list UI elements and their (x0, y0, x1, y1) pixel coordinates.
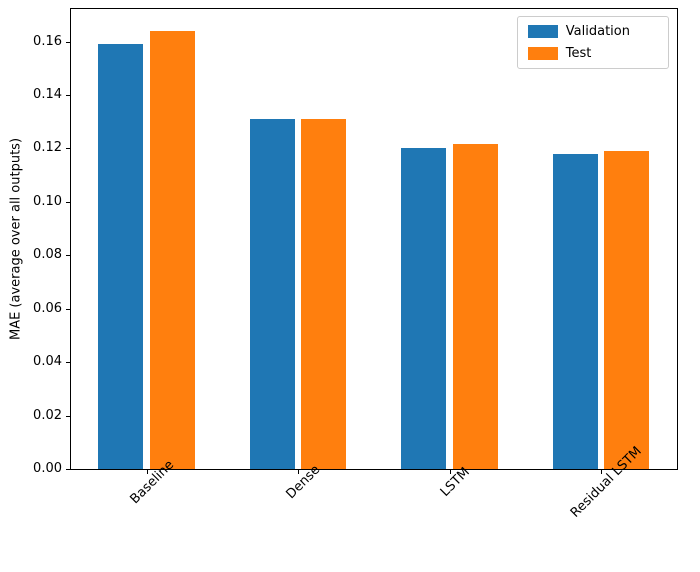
x-tick-mark (601, 470, 602, 474)
y-tick-label: 0.16 (33, 34, 62, 49)
bar-validation-residual-lstm (553, 154, 598, 469)
y-tick-label: 0.10 (33, 194, 62, 209)
y-tick-label: 0.08 (33, 247, 62, 262)
bar-test-baseline (150, 31, 195, 469)
y-tick-label: 0.04 (33, 354, 62, 369)
y-tick-label: 0.06 (33, 301, 62, 316)
legend-label: Test (565, 46, 592, 61)
legend-swatch-validation (527, 25, 558, 38)
plot-area: Validation Test (70, 8, 678, 470)
y-tick-mark (66, 416, 70, 417)
y-tick-label: 0.12 (33, 140, 62, 155)
y-tick-mark (66, 42, 70, 43)
bar-test-lstm (453, 144, 498, 469)
y-tick-mark (66, 148, 70, 149)
bar-test-residual-lstm (604, 151, 649, 469)
bar-validation-lstm (401, 148, 446, 469)
y-tick-mark (66, 202, 70, 203)
legend-label: Validation (565, 24, 630, 39)
y-tick-label: 0.00 (33, 461, 62, 476)
legend: Validation Test (516, 16, 669, 69)
y-tick-mark (66, 309, 70, 310)
legend-swatch-test (527, 47, 558, 60)
bar-validation-dense (250, 119, 295, 469)
legend-entry: Validation (527, 24, 658, 39)
y-tick-mark (66, 469, 70, 470)
y-tick-mark (66, 95, 70, 96)
bar-test-dense (301, 119, 346, 469)
x-tick-mark (450, 470, 451, 474)
legend-entry: Test (527, 46, 658, 61)
y-tick-label: 0.02 (33, 408, 62, 423)
y-tick-mark (66, 255, 70, 256)
x-tick-mark (298, 470, 299, 474)
y-tick-mark (66, 362, 70, 363)
y-tick-label: 0.14 (33, 87, 62, 102)
bar-validation-baseline (98, 44, 143, 469)
x-tick-mark (147, 470, 148, 474)
